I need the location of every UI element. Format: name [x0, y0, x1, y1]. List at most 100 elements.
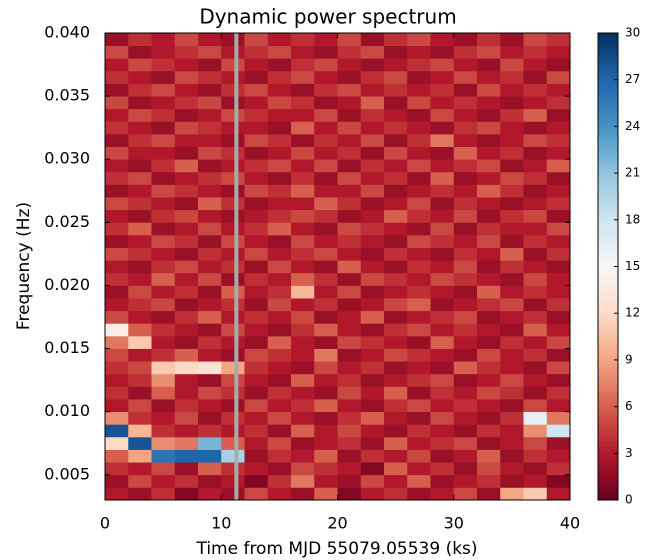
heatmap-cell	[267, 45, 292, 59]
heatmap-cell	[128, 298, 152, 312]
heatmap-cell	[244, 411, 269, 425]
heatmap-cell	[221, 474, 245, 488]
x-tick-label: 10	[211, 514, 231, 533]
heatmap-cell	[128, 45, 152, 59]
heatmap-cell	[407, 323, 431, 337]
heatmap-cell	[384, 159, 408, 173]
heatmap-cell	[523, 348, 548, 362]
heatmap-cell	[244, 96, 269, 110]
heatmap-cell	[500, 209, 524, 223]
heatmap-cell	[360, 234, 385, 248]
colorbar-segment	[598, 344, 618, 349]
heatmap-cell	[267, 96, 292, 110]
heatmap-cell	[291, 209, 315, 223]
colorbar-segment	[598, 449, 618, 454]
heatmap-cell	[174, 58, 199, 72]
heatmap-cell	[221, 146, 245, 160]
colorbar-segment	[598, 208, 618, 213]
heatmap-cell	[174, 197, 199, 211]
heatmap-cell	[314, 159, 338, 173]
heatmap-cell	[314, 45, 338, 59]
heatmap-cell	[523, 399, 548, 413]
heatmap-cell	[221, 487, 245, 501]
heatmap-cell	[407, 386, 431, 400]
heatmap-cell	[453, 121, 478, 135]
colorbar-segment	[598, 165, 618, 170]
heatmap-cell	[174, 424, 199, 438]
heatmap-cell	[500, 436, 524, 450]
heatmap-cell	[128, 373, 152, 387]
colorbar-segment	[598, 379, 618, 384]
heatmap-cell	[360, 335, 385, 349]
colorbar-segment	[598, 212, 618, 217]
heatmap-cell	[151, 184, 176, 198]
heatmap-cell	[221, 58, 245, 72]
x-axis-label: Time from MJD 55079.05539 (ks)	[195, 539, 477, 559]
colorbar-segment	[598, 262, 618, 267]
heatmap-cell	[430, 159, 455, 173]
chart-title: Dynamic power spectrum	[199, 5, 456, 29]
heatmap-cell	[128, 33, 152, 47]
heatmap-cell	[384, 133, 408, 147]
heatmap-cell	[337, 83, 362, 97]
heatmap-cell	[337, 209, 362, 223]
heatmap-cell	[291, 373, 315, 387]
heatmap-cell	[384, 462, 408, 476]
heatmap-cell	[384, 209, 408, 223]
colorbar-segment	[598, 138, 618, 143]
heatmap-cell	[523, 197, 548, 211]
heatmap-cell	[337, 386, 362, 400]
heatmap-cell	[198, 260, 222, 274]
colorbar-segment	[598, 453, 618, 458]
heatmap-cell	[407, 96, 431, 110]
heatmap-cell	[337, 361, 362, 375]
heatmap-cell	[430, 247, 455, 261]
heatmap-cell	[546, 222, 571, 236]
heatmap-cell	[360, 83, 385, 97]
heatmap-cell	[198, 323, 222, 337]
colorbar-segment	[598, 387, 618, 392]
heatmap-cell	[174, 462, 199, 476]
heatmap-cell	[128, 96, 152, 110]
heatmap-cell	[314, 121, 338, 135]
heatmap-cell	[267, 298, 292, 312]
heatmap-cell	[477, 108, 501, 122]
heatmap-cell	[105, 45, 129, 59]
heatmap-cell	[174, 45, 199, 59]
heatmap-cell	[477, 159, 501, 173]
heatmap-cell	[291, 436, 315, 450]
heatmap-cell	[453, 260, 478, 274]
heatmap-cell	[500, 184, 524, 198]
heatmap-cell	[314, 373, 338, 387]
heatmap-cell	[500, 121, 524, 135]
heatmap-cell	[314, 399, 338, 413]
colorbar-segment	[598, 215, 618, 221]
heatmap-cell	[430, 209, 455, 223]
heatmap-cell	[128, 159, 152, 173]
heatmap-cell	[477, 33, 501, 47]
heatmap-cell	[151, 462, 176, 476]
heatmap-cell	[105, 159, 129, 173]
colorbar-segment	[598, 402, 618, 408]
heatmap-cell	[244, 83, 269, 97]
heatmap-cell	[221, 197, 245, 211]
heatmap-cell	[546, 121, 571, 135]
heatmap-cell	[453, 449, 478, 463]
heatmap-cell	[267, 487, 292, 501]
heatmap-cell	[174, 373, 199, 387]
colorbar-segment	[598, 367, 618, 373]
heatmap-cell	[198, 197, 222, 211]
heatmap-cell	[430, 335, 455, 349]
colorbar-segment	[598, 336, 618, 341]
heatmap-cell	[221, 449, 245, 463]
colorbar-segment	[598, 75, 618, 81]
colorbar-segment	[598, 414, 618, 419]
heatmap-cell	[500, 260, 524, 274]
colorbar-tick-label: 9	[625, 352, 633, 366]
heatmap-cell	[198, 310, 222, 324]
heatmap-cell	[407, 474, 431, 488]
heatmap-cell	[523, 411, 548, 425]
heatmap-cell	[174, 209, 199, 223]
heatmap-cell	[151, 133, 176, 147]
heatmap-cell	[546, 247, 571, 261]
